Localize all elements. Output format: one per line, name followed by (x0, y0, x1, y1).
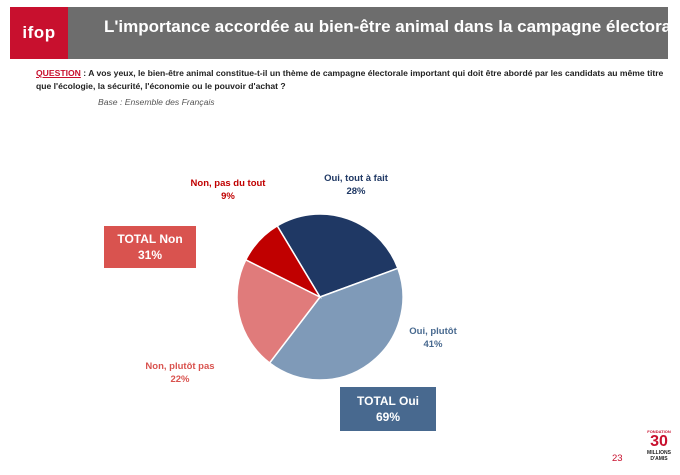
logo-text: ifop (22, 23, 56, 42)
total-oui-label: TOTAL Oui (357, 394, 419, 408)
fondation-30-millions-logo: FONDATION 30 MILLIONS D'AMIS (641, 429, 677, 469)
total-non-value: 31% (137, 248, 163, 262)
pie-slice-non-pas-du-tout (244, 224, 322, 299)
base-note: Base : Ensemble des Français (98, 97, 215, 107)
slice-value-non-plutot-pas: 22% (170, 374, 190, 385)
slice-value-non-pas-du-tout: 9% (221, 191, 235, 202)
slice-name-non-pas-du-tout: Non, pas du tout (190, 178, 266, 189)
question-label: QUESTION (36, 68, 81, 78)
brand-mid: 30 (650, 433, 668, 450)
question-body: : A vos yeux, le bien-être animal consti… (36, 68, 664, 91)
slice-name-non-plutot-pas: Non, plutôt pas (145, 361, 215, 372)
total-non-label: TOTAL Non (117, 232, 183, 246)
slice-value-oui-plutot: 41% (423, 339, 443, 350)
total-oui-value: 69% (375, 410, 401, 424)
slice-label-non-pas-du-tout: Non, pas du tout 9% (176, 177, 280, 203)
pie-slice-oui-tout-a-fait (276, 213, 399, 298)
ifop-logo: ifop (10, 7, 68, 59)
slice-value-oui-tout-a-fait: 28% (346, 186, 366, 197)
page-title: L'importance accordée au bien-être anima… (104, 17, 680, 36)
total-oui-box: TOTAL Oui 69% (340, 387, 436, 431)
header-bar (14, 7, 668, 59)
slice-name-oui-tout-a-fait: Oui, tout à fait (324, 173, 388, 184)
brand-top: FONDATION (647, 429, 671, 434)
slice-name-oui-plutot: Oui, plutôt (409, 326, 457, 337)
question-text: QUESTION : A vos yeux, le bien-être anim… (36, 67, 664, 93)
total-non-box: TOTAL Non 31% (104, 226, 196, 268)
brand-bottom: MILLIONS D'AMIS (647, 450, 671, 462)
slice-label-oui-plutot: Oui, plutôt 41% (398, 325, 468, 351)
slice-label-non-plutot-pas: Non, plutôt pas 22% (130, 360, 230, 386)
pie-slice-non-plutot-pas (236, 258, 322, 364)
slice-label-oui-tout-a-fait: Oui, tout à fait 28% (306, 172, 406, 198)
pie-slice-oui-plutot (268, 267, 404, 381)
page-number: 23 (612, 453, 623, 464)
